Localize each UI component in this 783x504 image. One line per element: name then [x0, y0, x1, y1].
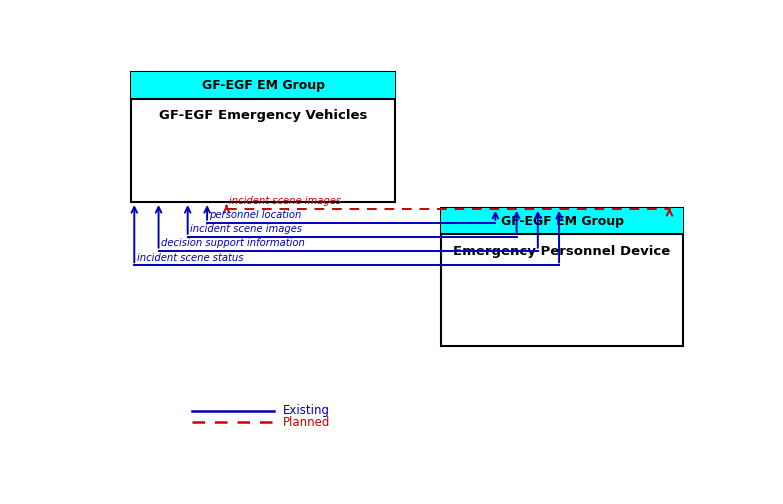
Text: incident scene images: incident scene images — [229, 197, 341, 207]
Text: personnel location: personnel location — [210, 210, 302, 220]
Text: Existing: Existing — [283, 404, 330, 417]
Bar — [132, 72, 395, 98]
Text: GF-EGF EM Group: GF-EGF EM Group — [500, 215, 623, 228]
Bar — [441, 208, 684, 234]
Text: Emergency Personnel Device: Emergency Personnel Device — [453, 245, 671, 259]
Text: incident scene images: incident scene images — [190, 224, 302, 234]
Bar — [441, 208, 684, 346]
Bar — [132, 72, 395, 202]
Text: decision support information: decision support information — [161, 238, 305, 248]
Text: incident scene status: incident scene status — [137, 253, 244, 263]
Text: GF-EGF Emergency Vehicles: GF-EGF Emergency Vehicles — [159, 109, 367, 122]
Text: GF-EGF EM Group: GF-EGF EM Group — [202, 79, 325, 92]
Text: Planned: Planned — [283, 416, 330, 429]
